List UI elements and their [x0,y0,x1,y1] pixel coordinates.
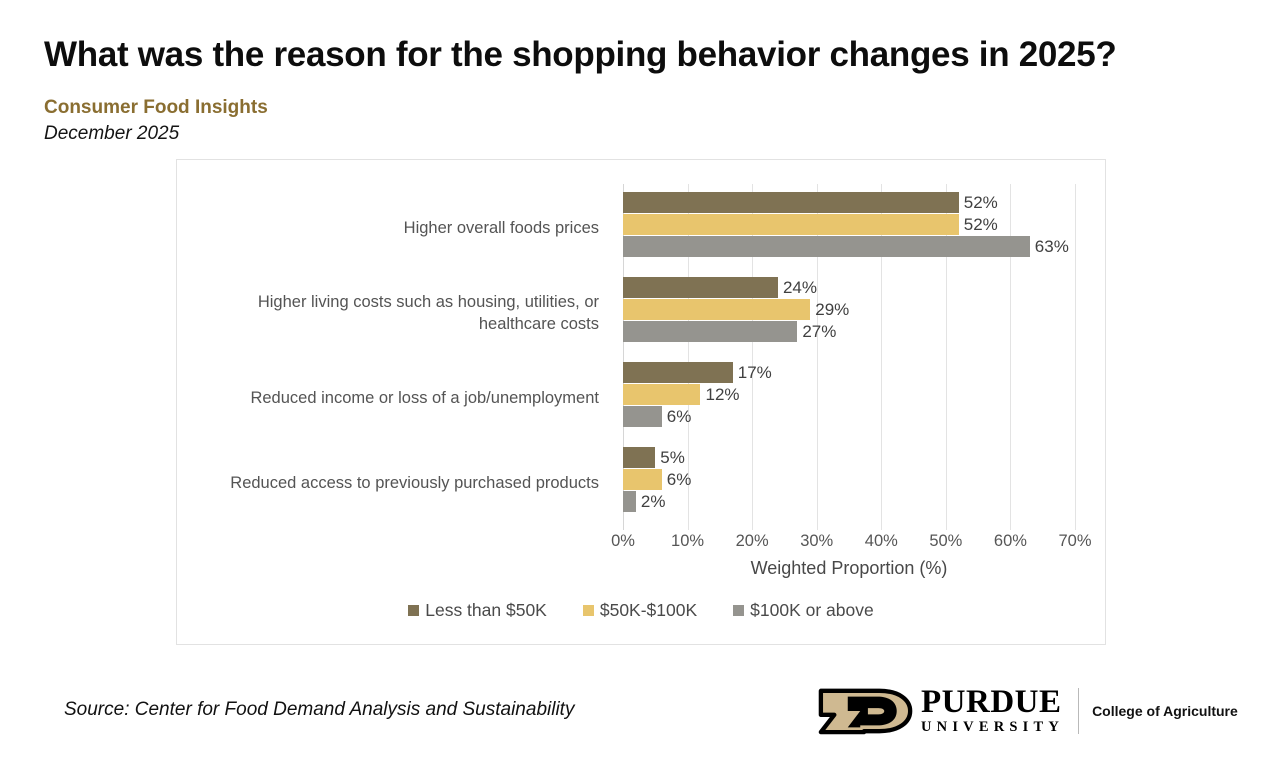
x-tick-label: 10% [671,532,705,550]
report-date-label: December 2025 [44,123,180,144]
category-label: Higher living costs such as housing, uti… [257,293,599,333]
legend-label: $100K or above [750,600,874,620]
bar-value-label: 12% [705,385,740,404]
category-label: Reduced income or loss of a job/unemploy… [250,389,599,407]
bar-value-label: 5% [660,448,685,467]
bar-row: 52% [623,192,1075,213]
logo-divider [1078,688,1080,734]
bar-group: 5% 6% 2% [623,447,1075,517]
bar-value-label: 52% [963,215,998,234]
gridline-10% [687,184,689,530]
legend-swatch-icon [733,605,745,616]
bar-value-label: 27% [802,322,837,341]
gridline-70% [1075,184,1076,530]
purdue-p-logo-icon [818,688,913,735]
x-tick-label: 70% [1058,532,1092,550]
x-tick-label: 0% [611,532,635,550]
bar-value-label: 6% [666,407,692,426]
axis-line-zero [623,184,624,530]
bar-row: 5% [623,447,1075,468]
legend-item-2[interactable]: $100K or above [733,600,874,621]
bar-row: 52% [623,214,1075,235]
bar-value-label: 6% [666,470,692,489]
bar-2[interactable] [623,236,1030,257]
bar-0[interactable] [623,362,733,383]
bar-group: 24% 29% 27% [623,277,1075,347]
gridline-20% [752,184,754,530]
college-name: College of Agriculture [1092,703,1238,719]
bar-value-label: 2% [640,492,666,511]
bar-0[interactable] [623,277,778,298]
legend-item-0[interactable]: Less than $50K [408,600,547,621]
x-axis-ticks: 0% 10% 20% 30% 40% 50% 60% 70% [611,532,1091,556]
bar-value-label: 29% [815,300,850,319]
legend-swatch-icon [408,605,420,616]
x-axis-title: Weighted Proportion (%) [750,558,948,578]
x-tick-label: 40% [864,532,898,550]
x-tick-label: 60% [993,532,1027,550]
bar-row: 63% [623,236,1075,257]
chart-legend: Less than $50K $50K-$100K $100K or above [177,600,1105,621]
bar-row: 17% [623,362,1075,383]
plot-area: 52% 52% 63% 24% 29% 27% 17% 12% 6% 5% 6% 2% [623,184,1076,530]
bar-row: 29% [623,299,1075,320]
x-tick-label: 20% [735,532,769,550]
bar-value-label: 52% [963,193,998,212]
bar-value-label: 24% [782,278,817,297]
legend-label: Less than $50K [425,600,547,620]
purdue-wordmark-secondary: UNIVERSITY [921,719,1065,736]
bar-row: 27% [623,321,1075,342]
bar-value-label: 17% [737,363,772,382]
bar-2[interactable] [623,406,662,427]
bar-1[interactable] [623,469,662,490]
legend-swatch-icon [582,605,594,616]
bar-1[interactable] [623,299,811,320]
bar-value-label: 63% [1034,237,1069,256]
report-series-label: Consumer Food Insights [44,97,268,118]
bar-2[interactable] [623,321,798,342]
gridline-60% [1010,184,1012,530]
purdue-wordmark: PURDUE UNIVERSITY [921,683,1078,736]
bar-row: 6% [623,469,1075,490]
gridline-40% [881,184,883,530]
bar-group: 17% 12% 6% [623,362,1075,432]
bar-row: 2% [623,491,1075,512]
category-label: Reduced access to previously purchased p… [230,474,599,492]
bar-row: 24% [623,277,1075,298]
x-tick-label: 30% [800,532,834,550]
purdue-wordmark-primary: PURDUE [921,683,1062,720]
category-label: Higher overall foods prices [403,219,599,237]
page-title: What was the reason for the shopping beh… [44,35,1117,74]
gridline-30% [816,184,818,530]
bar-1[interactable] [623,384,701,405]
gridline-50% [945,184,947,530]
bar-row: 6% [623,406,1075,427]
purdue-logo: PURDUE UNIVERSITY College of Agriculture [818,684,1238,738]
bar-1[interactable] [623,214,959,235]
source-note: Source: Center for Food Demand Analysis … [64,699,575,720]
bar-group: 52% 52% 63% [623,192,1075,262]
legend-label: $50K-$100K [599,600,698,620]
bar-0[interactable] [623,192,959,213]
legend-item-1[interactable]: $50K-$100K [582,600,698,621]
bar-2[interactable] [623,491,636,512]
bar-0[interactable] [623,447,656,468]
chart-container: 52% 52% 63% 24% 29% 27% 17% 12% 6% 5% 6% 2% Higher … [176,159,1106,645]
bar-row: 12% [623,384,1075,405]
x-tick-label: 50% [929,532,963,550]
